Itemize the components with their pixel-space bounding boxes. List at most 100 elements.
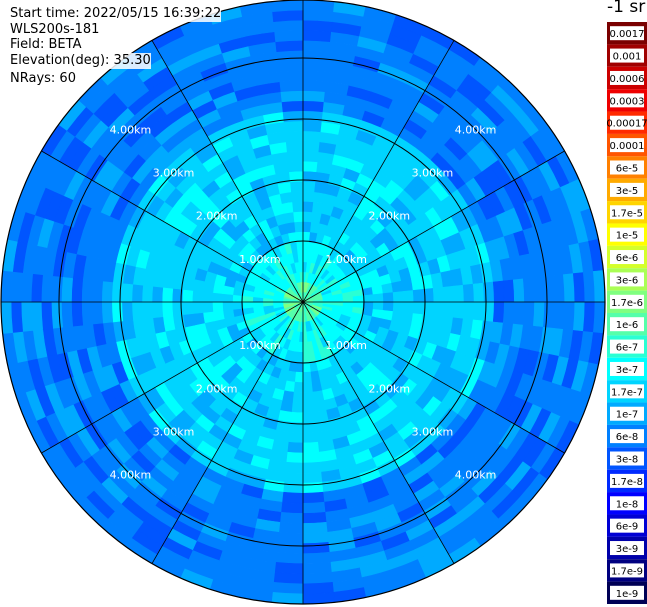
beta-gate	[302, 331, 308, 343]
beta-gate	[20, 301, 34, 332]
beta-gate	[302, 561, 332, 575]
colorbar-label-bg	[610, 317, 644, 332]
beta-gate	[572, 301, 586, 332]
beta-gate	[279, 191, 293, 204]
beta-gate	[392, 291, 404, 303]
colorbar-label-bg	[610, 26, 644, 41]
beta-gate	[297, 251, 304, 263]
beta-gate	[302, 19, 333, 33]
beta-gate	[302, 471, 323, 484]
colorbar-label-bg	[610, 541, 644, 556]
beta-gate	[302, 391, 314, 403]
beta-gate	[302, 541, 330, 554]
beta-gate	[302, 521, 328, 534]
azimuth-spoke	[302, 40, 455, 303]
colorbar: 0.0017 0.001 0.0006 0.0003 0.00017 0.0001 6e-5…	[606, 22, 647, 604]
beta-gate	[572, 272, 586, 303]
beta-gate	[81, 301, 94, 326]
colorbar-label: 6e-5	[616, 164, 639, 175]
beta-gate	[302, 371, 312, 383]
beta-gate	[472, 282, 485, 303]
azimuth-spoke	[41, 150, 304, 303]
beta-gate	[280, 90, 304, 103]
beta-gate	[281, 201, 294, 214]
beta-gate	[284, 130, 304, 143]
beta-gate	[472, 301, 485, 322]
colorbar-label-bg	[610, 339, 644, 354]
beta-gate	[302, 80, 327, 93]
beta-gate	[91, 301, 104, 325]
colorbar-label-bg	[610, 585, 644, 600]
range-ring-label: 1.00km	[325, 339, 367, 352]
azimuth-spoke	[151, 301, 304, 564]
beta-gate	[462, 283, 475, 303]
beta-gate	[562, 273, 576, 303]
colorbar-label: 3e-9	[616, 544, 639, 555]
beta-gate	[10, 271, 24, 303]
beta-gate	[280, 501, 304, 514]
beta-gate	[432, 301, 445, 318]
range-ring-label: 2.00km	[196, 382, 238, 395]
beta-gate	[285, 140, 304, 153]
beta-gate	[131, 283, 144, 303]
beta-gate	[292, 391, 304, 403]
beta-gate	[278, 70, 304, 83]
beta-gate	[192, 312, 205, 326]
colorbar-label-bg	[610, 93, 644, 108]
beta-gate	[372, 301, 384, 311]
colorbar-label-bg	[610, 518, 644, 533]
beta-gate	[30, 273, 44, 303]
colorbar-label: 6e-9	[616, 522, 639, 533]
beta-gate	[302, 211, 313, 223]
beta-gate	[141, 284, 154, 303]
colorbar-label: 1.7e-5	[611, 208, 643, 219]
field-label: Field: BETA	[10, 37, 82, 53]
beta-gate	[51, 275, 64, 303]
beta-gate	[131, 301, 144, 321]
colorbar-label: 3e-8	[616, 455, 639, 466]
beta-gate	[302, 341, 309, 353]
colorbar-label-bg	[610, 563, 644, 578]
beta-gate	[287, 160, 304, 173]
azimuth-spoke	[41, 301, 304, 454]
beta-gate	[302, 90, 326, 103]
beta-gate	[232, 301, 244, 310]
beta-gate	[302, 511, 327, 524]
colorbar-label-bg	[610, 406, 644, 421]
beta-gate	[141, 301, 154, 320]
beta-gate	[151, 285, 164, 303]
beta-gate	[302, 581, 334, 595]
range-ring-label: 3.00km	[153, 167, 195, 180]
beta-gate	[552, 301, 566, 330]
azimuth-spokes	[1, 0, 605, 604]
beta-gate	[352, 295, 364, 303]
range-ring-label: 1.00km	[239, 253, 281, 266]
beta-gate	[552, 274, 566, 303]
beta-gate	[562, 301, 576, 331]
beta-gate	[302, 130, 322, 143]
colorbar-label: 0.0001	[610, 141, 645, 152]
beta-gate	[302, 531, 329, 544]
colorbar-label-bg	[610, 496, 644, 511]
beta-gate	[202, 301, 214, 313]
beta-gate	[101, 280, 114, 303]
beta-gate	[281, 491, 304, 504]
range-ring-label: 1.00km	[239, 339, 281, 352]
beta-gate	[302, 201, 314, 213]
colorbar-label: 1.7e-8	[611, 477, 643, 488]
beta-gate	[278, 521, 304, 534]
beta-gate	[277, 60, 304, 73]
azimuth-spoke	[302, 301, 565, 454]
colorbar-label: 3e-5	[616, 186, 639, 197]
beta-gate	[283, 471, 304, 484]
beta-gate	[287, 431, 304, 444]
azimuth-spoke	[302, 150, 565, 303]
beta-gate	[452, 301, 465, 320]
beta-gate	[302, 120, 323, 133]
beta-gate	[293, 381, 304, 393]
colorbar-label-bg	[610, 70, 644, 85]
beta-gate	[462, 301, 475, 321]
beta-gate	[302, 381, 313, 393]
colorbar-label: 3e-6	[616, 275, 639, 286]
beta-gate	[286, 150, 304, 163]
